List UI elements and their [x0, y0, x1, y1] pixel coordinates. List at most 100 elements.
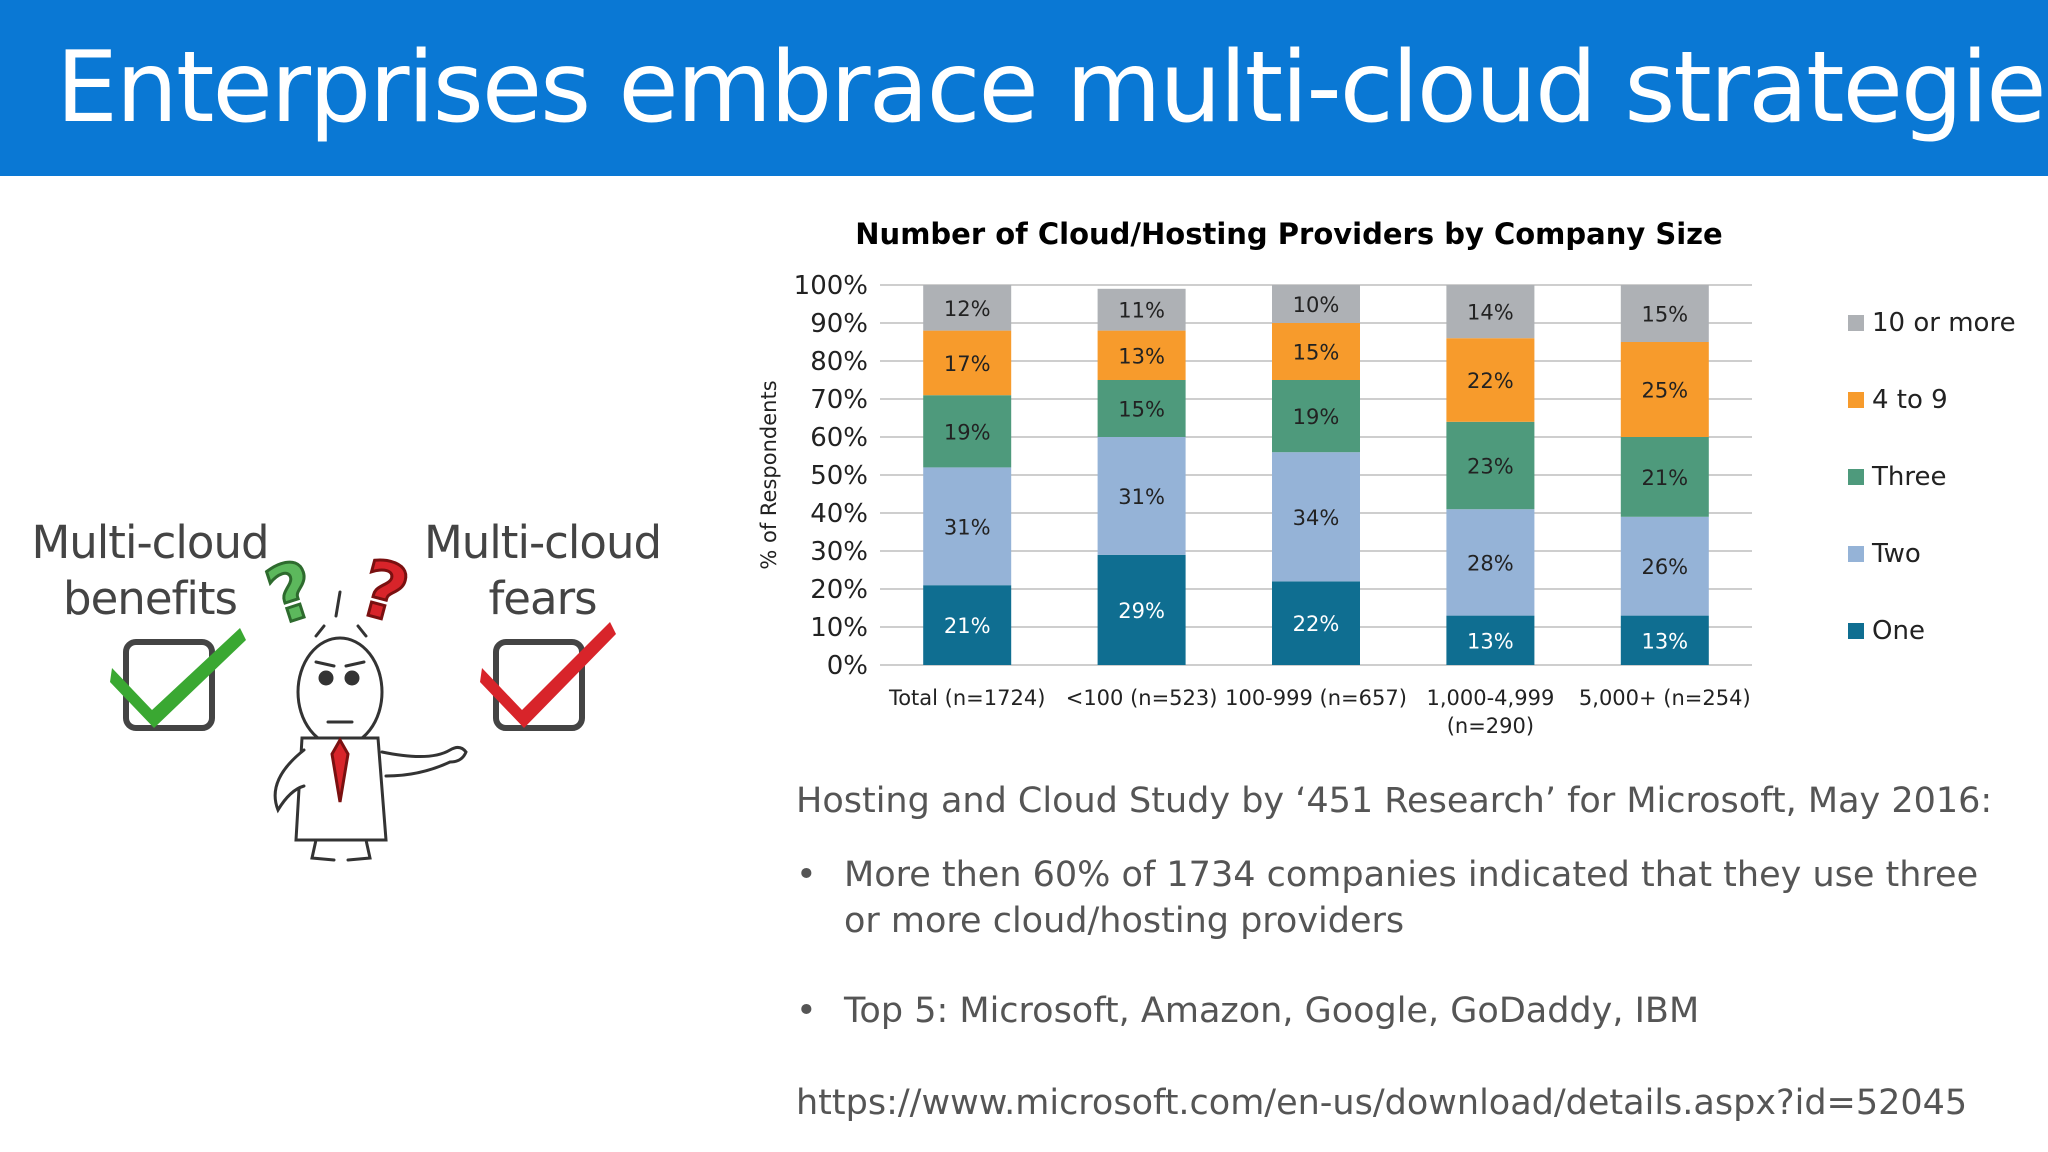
bar-segment — [923, 330, 1012, 396]
chart-legend: 10 or more 4 to 9 Three Two One — [1848, 308, 2016, 646]
data-label: 22% — [1467, 369, 1514, 393]
finding-item: • Top 5: Microsoft, Amazon, Google, GoDa… — [796, 988, 1996, 1034]
legend-swatch — [1848, 392, 1864, 408]
bar-segment — [923, 467, 1012, 586]
y-tick-label: 70% — [810, 385, 868, 415]
green-checkmark-icon — [110, 628, 246, 731]
bar-segment — [923, 395, 1012, 468]
legend-label: Two — [1871, 539, 1921, 569]
bar-segment — [1446, 285, 1535, 339]
bar-segment — [1446, 338, 1535, 422]
x-tick-label: Total (n=1724) — [888, 686, 1045, 710]
fears-label-line2: fears — [488, 572, 597, 625]
bar-segment — [1620, 342, 1709, 437]
benefits-label-line1: Multi-cloud — [31, 516, 269, 569]
legend-swatch — [1848, 469, 1864, 485]
bar-stacks: 21% 31% 19% 17% 12% 29% 31% 15% 13% 11% 22% 34% 19% 1… — [923, 285, 1709, 665]
bar-segment — [1097, 288, 1186, 331]
bar-segment — [923, 285, 1012, 331]
y-tick-label: 10% — [810, 613, 868, 643]
finding-text: Top 5: Microsoft, Amazon, Google, GoDadd… — [844, 991, 1700, 1031]
y-tick-label: 100% — [794, 271, 868, 301]
bullet-icon: • — [796, 991, 817, 1031]
bar-segment — [1446, 421, 1535, 510]
bar-segment — [1272, 380, 1360, 453]
bar-segment — [1620, 516, 1709, 616]
bar-segment — [1446, 509, 1535, 616]
data-label: 25% — [1641, 379, 1688, 403]
chart-title: Number of Cloud/Hosting Providers by Com… — [855, 217, 1722, 251]
y-tick-labels: 0% 10% 20% 30% 40% 50% 60% 70% 80% 90% 100% — [794, 271, 868, 681]
data-label: 34% — [1293, 506, 1340, 530]
bar-segment — [1446, 615, 1535, 665]
bar-segment — [1097, 380, 1186, 437]
legend-label: One — [1872, 616, 1925, 646]
x-tick-label: 1,000-4,999 — [1426, 686, 1554, 710]
title-bar — [0, 0, 2048, 176]
y-tick-label: 40% — [810, 499, 868, 529]
data-label: 31% — [1118, 485, 1165, 509]
x-tick-label: <100 (n=523) — [1066, 686, 1218, 710]
legend-label: Three — [1871, 462, 1946, 492]
y-tick-label: 90% — [810, 309, 868, 339]
bar-segment — [1097, 437, 1186, 555]
data-label: 28% — [1467, 551, 1514, 575]
source-citation: Hosting and Cloud Study by ‘451 Research… — [796, 781, 1993, 821]
bar-segment — [1272, 452, 1360, 582]
bar-segment — [1620, 615, 1709, 665]
data-label: 15% — [1118, 398, 1165, 422]
green-question-mark-icon: ? — [256, 544, 327, 644]
x-tick-label: 5,000+ (n=254) — [1579, 686, 1751, 710]
bar-segment — [1272, 323, 1360, 380]
data-label: 12% — [944, 297, 991, 321]
data-label: 22% — [1293, 612, 1340, 636]
bar-segment — [923, 585, 1012, 665]
benefits-label-line2: benefits — [63, 572, 238, 625]
data-label: 17% — [944, 352, 991, 376]
legend-label: 10 or more — [1872, 308, 2016, 338]
legend-swatch — [1848, 315, 1864, 331]
stacked-bar-chart: Number of Cloud/Hosting Providers by Com… — [757, 217, 2016, 738]
finding-item: • More then 60% of 1734 companies indica… — [796, 852, 1996, 944]
finding-text: More then 60% of 1734 companies indicate… — [844, 855, 1979, 941]
thinking-man-icon — [273, 590, 468, 862]
y-tick-label: 80% — [810, 347, 868, 377]
legend-swatch — [1848, 623, 1864, 639]
data-label: 15% — [1641, 303, 1688, 327]
x-tick-label: 100-999 (n=657) — [1225, 686, 1407, 710]
data-label: 10% — [1293, 293, 1340, 317]
data-label: 31% — [944, 515, 991, 539]
x-tick-label: (n=290) — [1447, 714, 1534, 738]
data-label: 11% — [1118, 299, 1165, 323]
bar-segment — [1272, 285, 1360, 323]
legend-label: 4 to 9 — [1872, 385, 1948, 415]
bar-segment — [1620, 437, 1709, 517]
data-label: 21% — [944, 614, 991, 638]
data-label: 23% — [1467, 455, 1514, 479]
data-label: 13% — [1467, 629, 1514, 653]
legend-swatch — [1848, 546, 1864, 562]
fears-label: Multi-cloud fears — [420, 515, 665, 627]
bar-segment — [1097, 330, 1186, 380]
bullet-icon: • — [796, 855, 817, 895]
data-label: 14% — [1467, 301, 1514, 325]
data-label: 15% — [1293, 341, 1340, 365]
bar-segment — [1272, 581, 1360, 665]
data-label: 26% — [1641, 555, 1688, 579]
y-tick-label: 50% — [810, 461, 868, 491]
data-label: 29% — [1118, 599, 1165, 623]
data-label: 13% — [1641, 629, 1688, 653]
red-checkmark-icon — [480, 622, 616, 731]
source-url[interactable]: https://www.microsoft.com/en-us/download… — [796, 1083, 1968, 1123]
y-axis-label: % of Respondents — [757, 380, 781, 569]
fears-label-line1: Multi-cloud — [423, 516, 662, 569]
y-tick-label: 0% — [827, 651, 868, 681]
benefits-label: Multi-cloud benefits — [30, 515, 270, 627]
y-tick-label: 20% — [810, 575, 868, 605]
data-label: 19% — [1293, 405, 1340, 429]
bar-segment — [1097, 554, 1186, 665]
findings-list: • More then 60% of 1734 companies indica… — [796, 852, 1996, 1078]
thinking-man-illustration: ? ? — [110, 542, 616, 862]
y-tick-label: 60% — [810, 423, 868, 453]
data-label: 19% — [944, 420, 991, 444]
